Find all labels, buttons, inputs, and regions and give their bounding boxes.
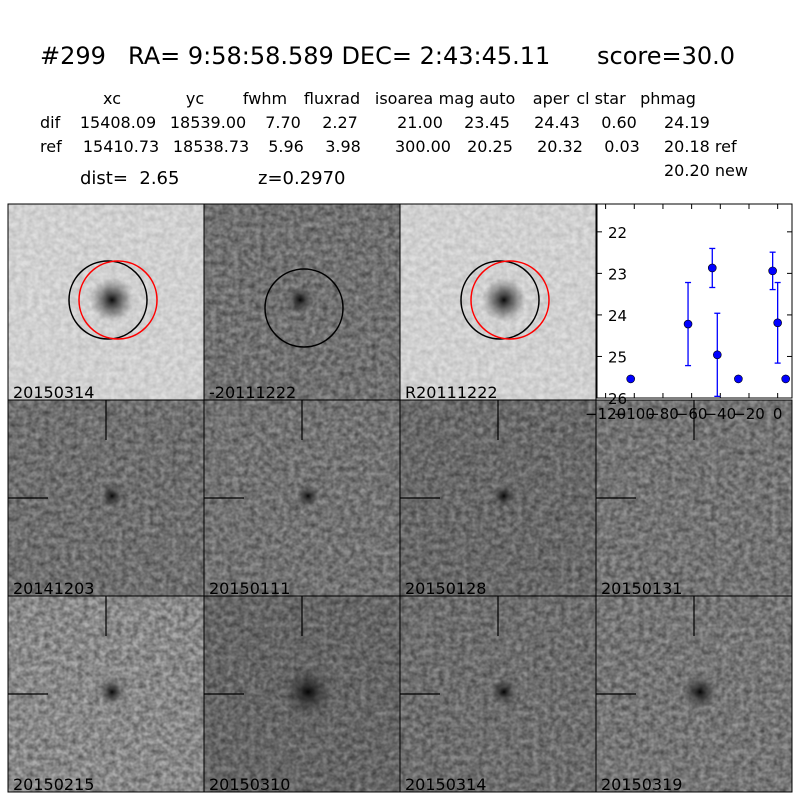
y-tick-label: 22 bbox=[608, 224, 627, 242]
y-tick-label: 24 bbox=[608, 307, 627, 325]
data-point bbox=[781, 374, 790, 384]
coordinates: RA= 9:58:58.589 DEC= 2:43:45.11 bbox=[128, 42, 550, 70]
panel-label: 20150319 bbox=[601, 775, 682, 794]
source-blob bbox=[490, 678, 518, 706]
panel-label: 20150131 bbox=[601, 579, 682, 598]
column-header: fluxrad bbox=[304, 89, 360, 108]
aperture-circle bbox=[78, 260, 158, 340]
table-cell: 15408.09 bbox=[80, 113, 156, 132]
panel-border bbox=[595, 595, 793, 793]
object-id: #299 bbox=[40, 42, 106, 70]
y-tick-label: 26 bbox=[608, 390, 627, 408]
table-cell: 7.70 bbox=[265, 113, 301, 132]
table-cell: 20.25 bbox=[467, 137, 513, 156]
source-blob bbox=[98, 678, 126, 706]
table-cell: 21.00 bbox=[397, 113, 443, 132]
panel-label: 20150111 bbox=[209, 579, 290, 598]
column-header: xc bbox=[103, 89, 121, 108]
table-cell: 18539.00 bbox=[170, 113, 246, 132]
source-blob bbox=[286, 286, 314, 314]
column-header: aper bbox=[533, 89, 570, 108]
panel-label: 20150310 bbox=[209, 775, 290, 794]
x-tick-label: −100 bbox=[614, 405, 655, 423]
panel-label: 20150314 bbox=[405, 775, 486, 794]
panel-label: R20111222 bbox=[405, 383, 498, 402]
table-cell: 24.43 bbox=[534, 113, 580, 132]
source-blob bbox=[90, 278, 134, 322]
column-header: phmag bbox=[640, 89, 696, 108]
table-cell: 5.96 bbox=[268, 137, 304, 156]
redshift: z=0.2970 bbox=[258, 168, 346, 189]
column-header: mag auto bbox=[439, 89, 516, 108]
column-header: yc bbox=[186, 89, 204, 108]
data-point bbox=[626, 374, 635, 384]
table-cell: ref bbox=[40, 137, 62, 156]
source-blob bbox=[482, 278, 526, 322]
plot-area bbox=[596, 203, 793, 399]
table-cell: 24.19 bbox=[664, 113, 710, 132]
data-point bbox=[773, 318, 782, 328]
data-point bbox=[712, 350, 722, 360]
distance: dist= 2.65 bbox=[80, 168, 179, 189]
source-blob bbox=[100, 484, 124, 508]
score: score=30.0 bbox=[597, 42, 735, 70]
table-cell: 0.60 bbox=[601, 113, 637, 132]
table-cell: 300.00 bbox=[395, 137, 451, 156]
source-blob bbox=[492, 484, 516, 508]
panel-label: 20141203 bbox=[13, 579, 94, 598]
aperture-circle bbox=[460, 260, 540, 340]
panel-label: -20111222 bbox=[209, 383, 296, 402]
x-tick-label: 0 bbox=[773, 405, 783, 423]
x-tick-label: −60 bbox=[676, 405, 708, 423]
panel-label: 20150128 bbox=[405, 579, 486, 598]
x-tick-label: −40 bbox=[704, 405, 736, 423]
table-cell: 0.03 bbox=[604, 137, 640, 156]
data-point bbox=[768, 266, 777, 276]
data-point bbox=[707, 263, 717, 273]
x-tick-label: −20 bbox=[733, 405, 765, 423]
y-tick-label: 25 bbox=[608, 348, 627, 366]
column-header: fwhm bbox=[243, 89, 287, 108]
aperture-circle bbox=[470, 260, 550, 340]
table-cell: 18538.73 bbox=[173, 137, 249, 156]
panel-label: 20150215 bbox=[13, 775, 94, 794]
table-cell: 20.18 ref bbox=[664, 137, 737, 156]
y-tick-label: 23 bbox=[608, 265, 627, 283]
table-cell: 20.32 bbox=[537, 137, 583, 156]
table-cell: 3.98 bbox=[325, 137, 361, 156]
table-cell: 15410.73 bbox=[83, 137, 159, 156]
x-tick-label: −80 bbox=[647, 405, 679, 423]
source-blob bbox=[282, 666, 334, 718]
panel-label: 20150314 bbox=[13, 383, 94, 402]
phmag-new: 20.20 new bbox=[664, 161, 748, 180]
column-header: cl star bbox=[576, 89, 626, 108]
aperture-circle bbox=[68, 260, 148, 340]
table-cell: 23.45 bbox=[464, 113, 510, 132]
data-point bbox=[683, 319, 693, 329]
source-blob bbox=[682, 674, 718, 710]
x-tick-label: −120 bbox=[585, 405, 626, 423]
table-cell: dif bbox=[40, 113, 61, 132]
table-cell: 2.27 bbox=[322, 113, 358, 132]
source-blob bbox=[296, 484, 320, 508]
data-point bbox=[734, 374, 743, 384]
column-header: isoarea bbox=[375, 89, 433, 108]
aperture-circle bbox=[264, 268, 344, 348]
